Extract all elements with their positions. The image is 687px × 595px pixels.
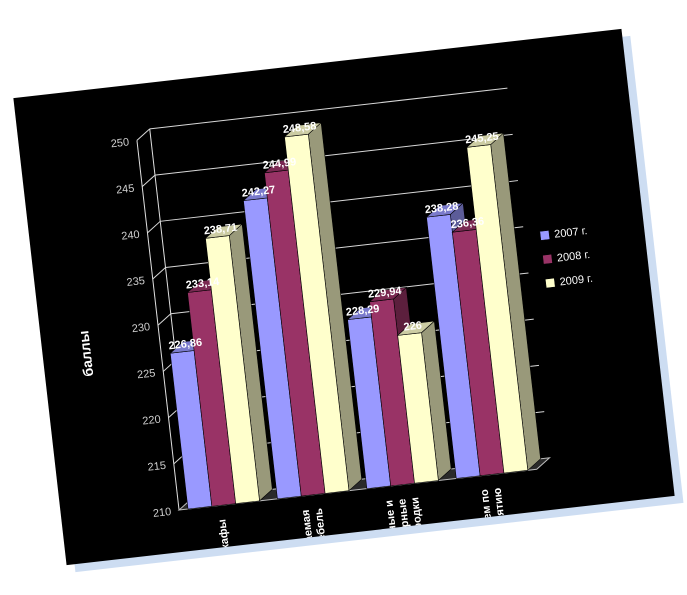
y-tick-label: 210	[152, 506, 172, 520]
bar-top	[204, 223, 243, 239]
y-tick-label: 225	[137, 367, 157, 381]
data-label: 229,94	[367, 285, 403, 301]
gridline-side	[136, 128, 151, 141]
category-label: Стенные шкафы	[216, 519, 238, 566]
y-axis-line	[136, 140, 180, 511]
legend-swatch	[544, 277, 556, 289]
gridline-side	[157, 313, 172, 326]
gridline	[154, 133, 513, 176]
y-tick-label: 215	[147, 460, 167, 474]
data-label: 248,58	[282, 120, 317, 136]
legend-label: 2008 г.	[556, 249, 590, 265]
legend: 2007 г. 2008 г. 2009 г.	[539, 225, 593, 289]
bar-chart: 226,86 233,14 238,71 242,27 244,99 248,58 228,…	[75, 87, 593, 566]
data-label: 226,86	[168, 337, 203, 353]
y-tick-label: 240	[121, 229, 141, 243]
data-label: 226	[403, 320, 423, 334]
legend-swatch	[542, 253, 553, 265]
category-label-line: Стенные шкафы	[216, 519, 238, 566]
y-tick-label: 230	[131, 321, 151, 335]
bar-top	[465, 132, 505, 148]
bar-top	[368, 287, 408, 303]
y-tick-label: 245	[115, 183, 135, 197]
y-tick-labels: 210 215 220 225 230 235 240 245 250	[110, 136, 172, 520]
data-label: 244,99	[262, 156, 297, 172]
chart-panel: 226,86 233,14 238,71 242,27 244,99 248,58 228,…	[13, 28, 675, 566]
gridline-side	[141, 174, 156, 188]
bar-top	[283, 122, 323, 138]
gridline-side	[147, 220, 161, 234]
bar-top	[396, 320, 436, 336]
y-tick-label: 235	[126, 275, 146, 289]
bar-top	[425, 202, 465, 218]
data-label: 236,36	[450, 216, 485, 232]
data-label: 233,14	[185, 276, 221, 292]
data-label: 242,27	[241, 184, 276, 200]
legend-label: 2009 г.	[559, 273, 593, 289]
chart-card: 226,86 233,14 238,71 242,27 244,99 248,58 228,…	[13, 28, 684, 573]
category-label-line: предприятию	[492, 487, 512, 562]
gridline	[160, 180, 518, 222]
legend-label: 2007 г.	[554, 225, 588, 241]
data-label: 238,28	[424, 201, 459, 217]
gridline	[149, 87, 508, 130]
legend-swatch	[539, 230, 551, 241]
data-label: 228,29	[345, 303, 380, 319]
gridline-side	[152, 267, 166, 280]
data-label: 238,71	[203, 222, 238, 238]
data-label: 245,25	[465, 131, 500, 147]
y-tick-label: 250	[110, 136, 130, 150]
y-axis-title: баллы	[75, 330, 96, 378]
y-tick-label: 220	[142, 414, 162, 428]
labels-layer: 226,86 233,14 238,71 242,27 244,99 248,58 228,…	[168, 120, 500, 353]
bars-layer	[169, 122, 541, 510]
